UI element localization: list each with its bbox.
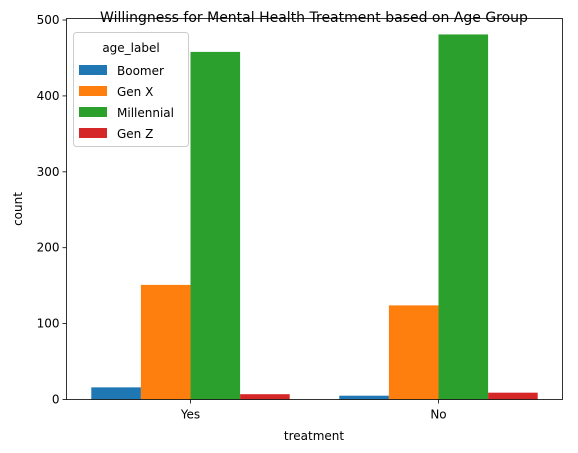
legend-swatch-millennial <box>79 107 107 117</box>
bar-no-gen-z <box>488 392 538 400</box>
bar-no-millennial <box>438 34 489 400</box>
y-tick-label: 500 <box>37 13 60 27</box>
legend-frame <box>73 32 189 147</box>
y-tick-label: 200 <box>37 241 60 255</box>
bar-no-boomer <box>339 395 389 400</box>
bar-no-gen-x <box>388 305 439 400</box>
y-axis-label: count <box>11 192 25 226</box>
legend-title: age_label <box>102 41 159 55</box>
legend: age_label Boomer Gen X Millennial Gen Z <box>73 32 189 147</box>
legend-swatch-gen-x <box>79 86 107 96</box>
legend-swatch-gen-z <box>79 128 107 138</box>
x-axis-label: treatment <box>284 429 344 443</box>
y-tick-label: 0 <box>52 393 60 407</box>
bar-yes-gen-z <box>240 394 290 400</box>
bar-yes-millennial <box>190 51 241 400</box>
legend-label: Gen X <box>117 85 153 99</box>
x-tick-label: No <box>430 408 446 422</box>
legend-label: Gen Z <box>117 127 153 141</box>
legend-swatch-boomer <box>79 65 107 75</box>
bars-group <box>91 34 538 400</box>
x-tick-label: Yes <box>180 408 200 422</box>
chart-title: Willingness for Mental Health Treatment … <box>100 10 528 26</box>
legend-label: Boomer <box>117 64 164 78</box>
y-tick-label: 400 <box>37 89 60 103</box>
plot-frame <box>66 18 563 400</box>
bar-yes-gen-x <box>140 284 191 400</box>
y-axis-ticks: 0 100 200 300 400 500 <box>37 13 67 407</box>
y-tick-label: 300 <box>37 165 60 179</box>
bar-yes-boomer <box>91 387 141 400</box>
y-tick-label: 100 <box>37 317 60 331</box>
legend-label: Millennial <box>117 106 174 120</box>
x-axis-ticks: Yes No <box>180 399 447 422</box>
